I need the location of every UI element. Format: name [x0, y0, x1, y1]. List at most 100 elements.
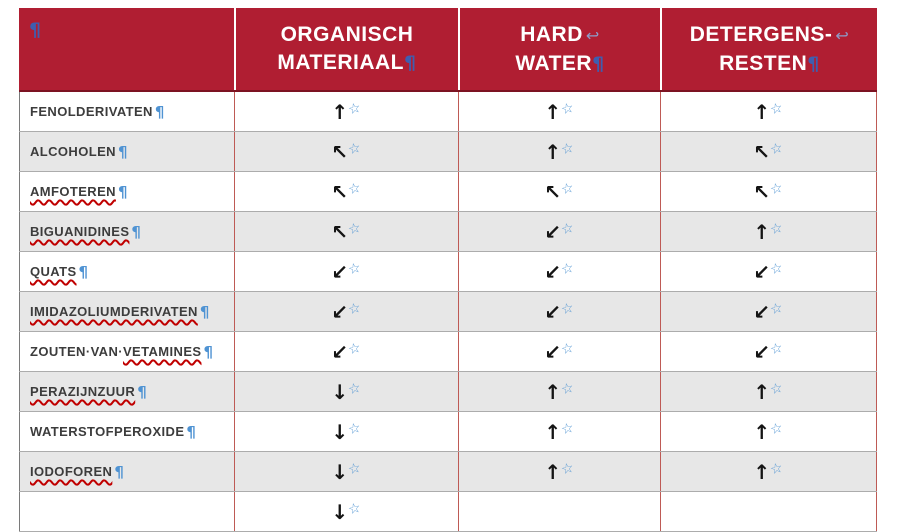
effect-cell[interactable]: ↑ ☆: [458, 132, 660, 171]
row-label-text: ZOUTEN·VAN·: [30, 344, 123, 359]
pilcrow-icon: ¶: [592, 52, 605, 75]
star-icon: ☆: [559, 379, 576, 398]
star-icon: ☆: [346, 179, 363, 198]
effect-cell[interactable]: ↑ ☆: [660, 92, 877, 131]
arrow-up-icon: ↑: [544, 419, 562, 444]
effect-cell[interactable]: [660, 492, 877, 531]
effect-cell[interactable]: ↙ ☆: [458, 292, 660, 331]
effect-cell[interactable]: ↑ ☆: [458, 372, 660, 411]
table-row: ALCOHOLEN ¶ ↖ ☆ ↑ ☆ ↖ ☆: [19, 132, 877, 172]
effect-cell[interactable]: ↑ ☆: [660, 452, 877, 491]
row-label-text: PERAZIJNZUUR: [30, 384, 136, 399]
effect-cell[interactable]: ↑ ☆: [458, 452, 660, 491]
row-label-cell[interactable]: IODOFOREN ¶: [19, 452, 234, 491]
effect-cell[interactable]: ↑ ☆: [660, 372, 877, 411]
row-label-cell[interactable]: AMFOTEREN ¶: [19, 172, 234, 211]
star-icon: ☆: [768, 419, 785, 438]
row-label-cell[interactable]: [19, 492, 234, 531]
header-hard-water[interactable]: HARD ↩ WATER¶: [458, 8, 660, 90]
star-icon: ☆: [346, 459, 363, 478]
arrow-up-icon: ↑: [544, 379, 562, 404]
row-label-cell[interactable]: ZOUTEN·VAN· VETAMINES ¶: [19, 332, 234, 371]
effect-cell[interactable]: ↓ ☆: [234, 372, 458, 411]
effect-cell[interactable]: ↙ ☆: [234, 332, 458, 371]
table-body: FENOLDERIVATEN ¶ ↑ ☆ ↑ ☆ ↑ ☆ ALCOHOLEN ¶ ↖ ☆ ↑ ☆ ↖ ☆ AMF…: [19, 92, 877, 532]
header-line1: HARD: [520, 22, 583, 46]
row-label-cell[interactable]: BIGUANIDINES ¶: [19, 212, 234, 251]
header-corner-cell[interactable]: ¶: [19, 8, 234, 90]
effect-cell[interactable]: ↖ ☆: [458, 172, 660, 211]
table-row-partial: ↓ ☆: [19, 492, 877, 532]
row-label-text: QUATS: [30, 264, 77, 279]
row-label-cell[interactable]: WATERSTOFPEROXIDE ¶: [19, 412, 234, 451]
row-label-text: VETAMINES: [122, 344, 202, 359]
effect-cell[interactable]: ↖ ☆: [234, 132, 458, 171]
table-row: QUATS ¶ ↙ ☆ ↙ ☆ ↙ ☆: [19, 252, 877, 292]
effect-cell[interactable]: ↑ ☆: [458, 92, 660, 131]
star-icon: ☆: [559, 259, 576, 278]
arrow-up-icon: ↑: [544, 459, 562, 484]
effect-cell[interactable]: ↓ ☆: [234, 452, 458, 491]
star-icon: ☆: [346, 139, 363, 158]
star-icon: ☆: [346, 499, 363, 518]
row-label-cell[interactable]: IMIDAZOLIUMDERIVATEN ¶: [19, 292, 234, 331]
arrow-down-icon: ↓: [331, 459, 349, 484]
header-line1: DETERGENS-: [689, 22, 833, 46]
table-row: WATERSTOFPEROXIDE ¶ ↓ ☆ ↑ ☆ ↑ ☆: [19, 412, 877, 452]
effect-cell[interactable]: ↙ ☆: [458, 252, 660, 291]
row-label-text: ALCOHOLEN: [30, 144, 116, 159]
arrow-up-left-icon: ↖: [753, 139, 771, 164]
arrow-up-left-icon: ↖: [753, 179, 771, 204]
effect-cell[interactable]: ↖ ☆: [660, 172, 877, 211]
row-label-cell[interactable]: FENOLDERIVATEN ¶: [19, 92, 234, 131]
row-label-cell[interactable]: ALCOHOLEN ¶: [19, 132, 234, 171]
star-icon: ☆: [768, 259, 785, 278]
row-label-text: FENOLDERIVATEN: [30, 104, 153, 119]
effect-cell[interactable]: ↙ ☆: [660, 332, 877, 371]
table-row: AMFOTEREN ¶ ↖ ☆ ↖ ☆ ↖ ☆: [19, 172, 877, 212]
effect-cell[interactable]: ↑ ☆: [234, 92, 458, 131]
arrow-up-left-icon: ↖: [544, 179, 562, 204]
star-icon: ☆: [346, 299, 363, 318]
effect-cell[interactable]: ↖ ☆: [234, 172, 458, 211]
table-row: IODOFOREN ¶ ↓ ☆ ↑ ☆ ↑ ☆: [19, 452, 877, 492]
star-icon: ☆: [559, 419, 576, 438]
effect-cell[interactable]: ↑ ☆: [660, 212, 877, 251]
star-icon: ☆: [346, 339, 363, 358]
effect-cell[interactable]: ↙ ☆: [234, 292, 458, 331]
effect-cell[interactable]: ↓ ☆: [234, 492, 458, 531]
pilcrow-icon: ¶: [199, 302, 210, 321]
effect-cell[interactable]: ↙ ☆: [458, 212, 660, 251]
pilcrow-icon: ¶: [117, 142, 128, 161]
effect-cell[interactable]: ↖ ☆: [234, 212, 458, 251]
row-label-cell[interactable]: PERAZIJNZUUR ¶: [19, 372, 234, 411]
arrow-down-left-icon: ↙: [544, 339, 562, 364]
effect-cell[interactable]: ↙ ☆: [660, 252, 877, 291]
header-line2: MATERIAAL: [277, 51, 404, 74]
header-detergens-resten[interactable]: DETERGENS- ↩ RESTEN¶: [660, 8, 877, 90]
effect-cell[interactable]: ↑ ☆: [458, 412, 660, 451]
effect-cell[interactable]: ↙ ☆: [458, 332, 660, 371]
row-label-text: IMIDAZOLIUMDERIVATEN: [30, 304, 198, 319]
star-icon: ☆: [346, 99, 363, 118]
soft-return-icon: ↩: [585, 25, 600, 45]
effect-cell[interactable]: ↑ ☆: [660, 412, 877, 451]
effect-cell[interactable]: ↙ ☆: [660, 292, 877, 331]
star-icon: ☆: [346, 419, 363, 438]
arrow-up-icon: ↑: [753, 419, 771, 444]
effect-cell[interactable]: ↙ ☆: [234, 252, 458, 291]
effect-cell[interactable]: ↖ ☆: [660, 132, 877, 171]
table-row: FENOLDERIVATEN ¶ ↑ ☆ ↑ ☆ ↑ ☆: [19, 92, 877, 132]
star-icon: ☆: [559, 219, 576, 238]
row-label-text: WATERSTOFPEROXIDE: [30, 424, 185, 439]
header-organisch-materiaal[interactable]: ORGANISCH MATERIAAL¶: [234, 8, 458, 90]
effect-cell[interactable]: [458, 492, 660, 531]
table-row: BIGUANIDINES ¶ ↖ ☆ ↙ ☆ ↑ ☆: [19, 212, 877, 252]
pilcrow-icon: ¶: [404, 52, 417, 74]
star-icon: ☆: [559, 99, 576, 118]
star-icon: ☆: [559, 139, 576, 158]
effect-cell[interactable]: ↓ ☆: [234, 412, 458, 451]
arrow-down-left-icon: ↙: [331, 339, 349, 364]
row-label-cell[interactable]: QUATS ¶: [19, 252, 234, 291]
arrow-up-left-icon: ↖: [331, 139, 349, 164]
